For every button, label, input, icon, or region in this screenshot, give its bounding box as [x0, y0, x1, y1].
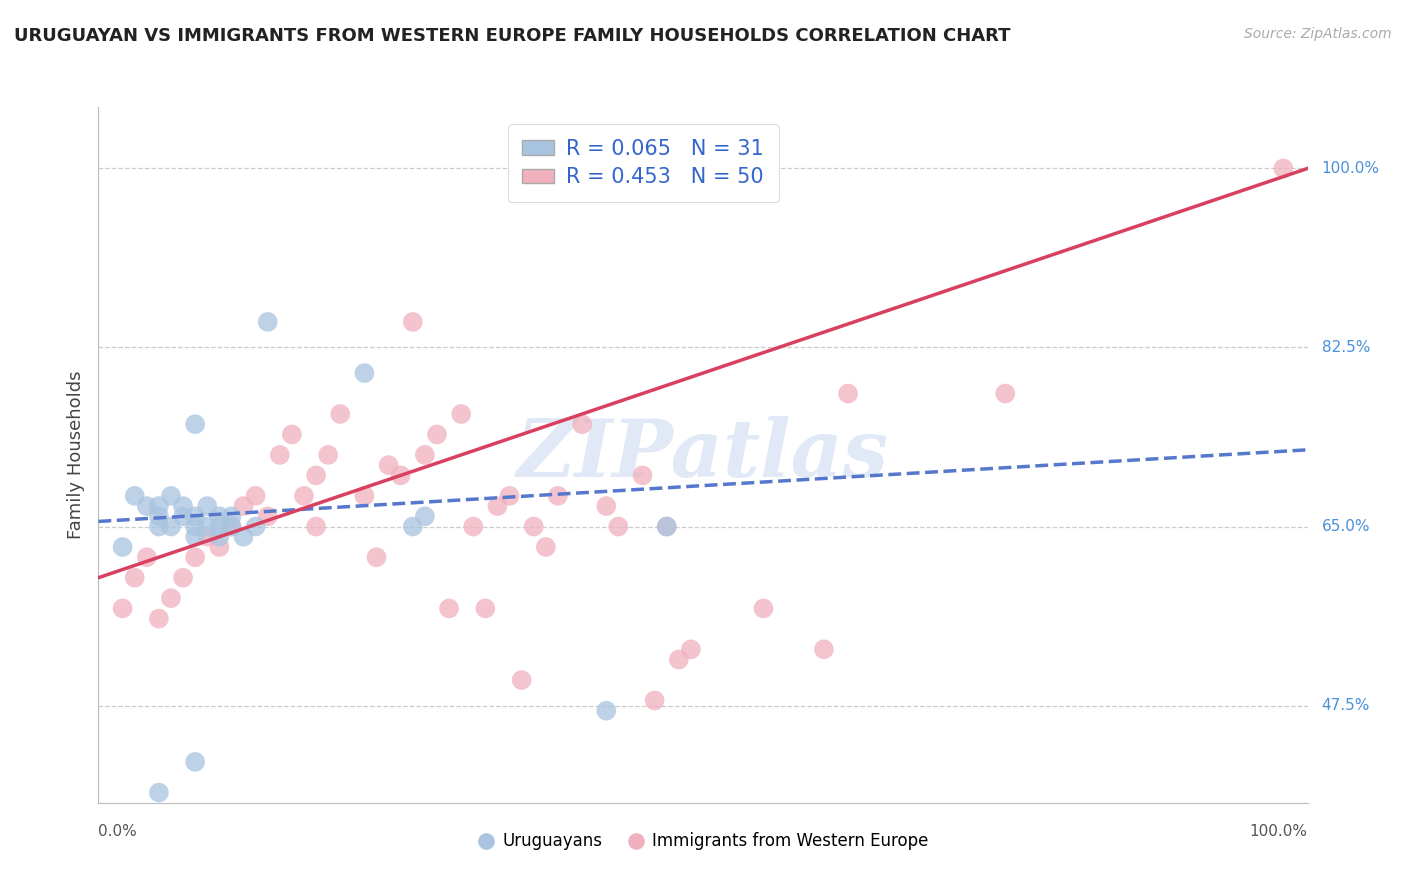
Point — [160, 591, 183, 606]
Text: 0.0%: 0.0% — [98, 823, 138, 838]
Text: 82.5%: 82.5% — [1322, 340, 1369, 355]
Point — [426, 427, 449, 442]
Point — [269, 448, 291, 462]
Point — [184, 509, 207, 524]
Point — [195, 499, 218, 513]
Point — [402, 519, 425, 533]
Point — [172, 509, 194, 524]
Point — [752, 601, 775, 615]
Point — [994, 386, 1017, 401]
Point — [256, 315, 278, 329]
Point — [124, 571, 146, 585]
Point — [208, 540, 231, 554]
Point — [571, 417, 593, 432]
Point — [534, 540, 557, 554]
Point — [510, 673, 533, 687]
Point — [232, 530, 254, 544]
Text: 47.5%: 47.5% — [1322, 698, 1369, 713]
Point — [353, 366, 375, 380]
Point — [316, 448, 339, 462]
Text: 100.0%: 100.0% — [1322, 161, 1379, 176]
Legend: Uruguayans, Immigrants from Western Europe: Uruguayans, Immigrants from Western Euro… — [471, 826, 935, 857]
Point — [221, 519, 243, 533]
Point — [135, 550, 157, 565]
Point — [256, 509, 278, 524]
Point — [679, 642, 702, 657]
Point — [245, 519, 267, 533]
Point — [474, 601, 496, 615]
Text: Source: ZipAtlas.com: Source: ZipAtlas.com — [1244, 27, 1392, 41]
Point — [329, 407, 352, 421]
Point — [437, 601, 460, 615]
Point — [135, 499, 157, 513]
Point — [413, 509, 436, 524]
Point — [148, 509, 170, 524]
Point — [221, 519, 243, 533]
Point — [184, 530, 207, 544]
Point — [607, 519, 630, 533]
Point — [111, 540, 134, 554]
Point — [208, 519, 231, 533]
Point — [208, 530, 231, 544]
Point — [195, 530, 218, 544]
Point — [668, 652, 690, 666]
Point — [184, 417, 207, 432]
Point — [184, 519, 207, 533]
Point — [837, 386, 859, 401]
Point — [498, 489, 520, 503]
Point — [160, 519, 183, 533]
Text: 65.0%: 65.0% — [1322, 519, 1369, 534]
Point — [148, 499, 170, 513]
Point — [413, 448, 436, 462]
Point — [655, 519, 678, 533]
Point — [292, 489, 315, 503]
Point — [184, 755, 207, 769]
Y-axis label: Family Households: Family Households — [66, 371, 84, 539]
Point — [655, 519, 678, 533]
Point — [148, 612, 170, 626]
Point — [547, 489, 569, 503]
Point — [184, 550, 207, 565]
Point — [813, 642, 835, 657]
Point — [245, 489, 267, 503]
Point — [353, 489, 375, 503]
Text: ZIPatlas: ZIPatlas — [517, 417, 889, 493]
Point — [402, 315, 425, 329]
Point — [208, 509, 231, 524]
Point — [305, 519, 328, 533]
Point — [172, 499, 194, 513]
Point — [463, 519, 485, 533]
Point — [486, 499, 509, 513]
Point — [160, 489, 183, 503]
Point — [595, 704, 617, 718]
Point — [124, 489, 146, 503]
Point — [172, 571, 194, 585]
Point — [281, 427, 304, 442]
Point — [148, 786, 170, 800]
Point — [450, 407, 472, 421]
Text: 100.0%: 100.0% — [1250, 823, 1308, 838]
Point — [389, 468, 412, 483]
Point — [195, 519, 218, 533]
Point — [232, 499, 254, 513]
Point — [523, 519, 546, 533]
Point — [305, 468, 328, 483]
Point — [221, 509, 243, 524]
Point — [366, 550, 388, 565]
Point — [377, 458, 399, 472]
Point — [595, 499, 617, 513]
Point — [644, 693, 666, 707]
Point — [1272, 161, 1295, 176]
Point — [148, 519, 170, 533]
Text: URUGUAYAN VS IMMIGRANTS FROM WESTERN EUROPE FAMILY HOUSEHOLDS CORRELATION CHART: URUGUAYAN VS IMMIGRANTS FROM WESTERN EUR… — [14, 27, 1011, 45]
Point — [631, 468, 654, 483]
Point — [111, 601, 134, 615]
